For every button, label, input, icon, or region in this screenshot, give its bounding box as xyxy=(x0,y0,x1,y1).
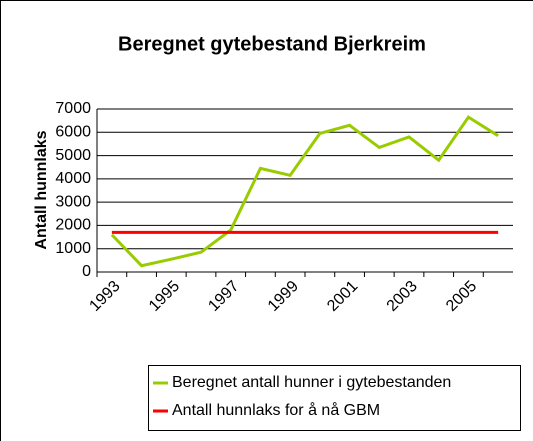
y-axis-label: Antall hunnlaks xyxy=(33,130,50,249)
y-tick-label: 5000 xyxy=(55,147,91,164)
legend-label: Beregnet antall hunner i gytebestanden xyxy=(172,374,451,391)
y-tick-label: 7000 xyxy=(55,100,91,117)
y-tick-label: 4000 xyxy=(55,170,91,187)
legend xyxy=(148,365,521,431)
chart-title: Beregnet gytebestand Bjerkreim xyxy=(118,33,426,55)
y-tick-label: 6000 xyxy=(55,124,91,141)
y-tick-label: 3000 xyxy=(55,193,91,210)
legend-label: Antall hunnlaks for å nå GBM xyxy=(172,401,380,419)
y-tick-label: 2000 xyxy=(55,217,91,234)
y-tick-label: 1000 xyxy=(55,240,91,257)
y-tick-label: 0 xyxy=(82,263,91,280)
series-line xyxy=(110,115,499,268)
